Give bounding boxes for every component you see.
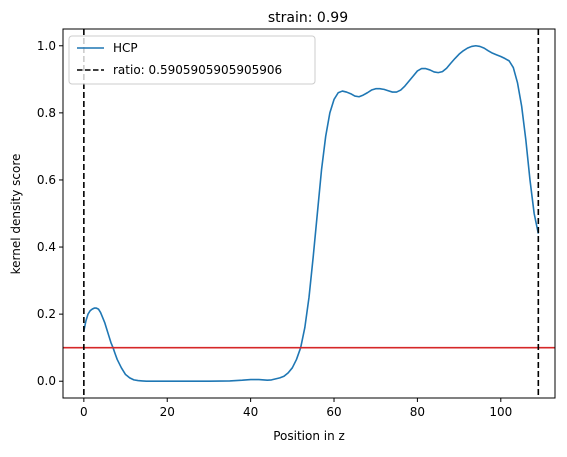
y-tick-label: 0.4 [37,240,56,254]
y-tick-label: 1.0 [37,39,56,53]
legend-label-hcp: HCP [113,41,138,55]
x-tick-label: 40 [243,405,258,419]
y-tick-label: 0.6 [37,173,56,187]
legend: HCP ratio: 0.5905905905905906 [68,35,316,85]
x-axis-label: Position in z [273,429,345,443]
x-tick-label: 20 [160,405,175,419]
plot-content [63,29,555,398]
y-axis-label: kernel density score [9,154,23,275]
series-line-hcp [83,44,540,383]
y-tick-label: 0.0 [37,374,56,388]
legend-label-ratio: ratio: 0.5905905905905906 [113,63,282,77]
y-tick-label: 0.8 [37,106,56,120]
legend-box [68,35,316,85]
y-axis: 0.0 0.2 0.4 0.6 0.8 1.0 [37,39,63,388]
x-axis: 0 20 40 60 80 100 [80,398,512,419]
x-tick-label: 60 [326,405,341,419]
x-tick-label: 80 [410,405,425,419]
plot-frame [62,28,556,399]
x-tick-label: 100 [489,405,512,419]
y-tick-label: 0.2 [37,307,56,321]
x-tick-label: 0 [80,405,88,419]
chart-title: strain: 0.99 [268,10,348,26]
